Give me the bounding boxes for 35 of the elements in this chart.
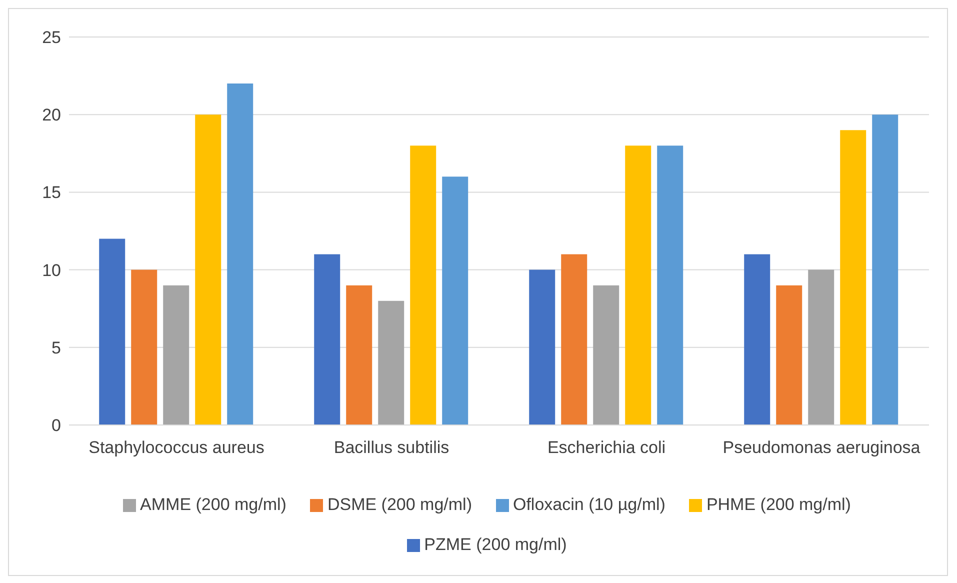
bar xyxy=(442,176,468,425)
y-tick-label: 10 xyxy=(42,260,61,280)
bar xyxy=(346,285,372,425)
bar xyxy=(314,254,340,425)
bar xyxy=(776,285,802,425)
bar xyxy=(163,285,190,425)
y-tick-label: 25 xyxy=(42,28,61,48)
bar xyxy=(195,114,222,425)
legend-label: Ofloxacin (10 µg/ml) xyxy=(512,495,666,514)
x-tick-label: Staphylococcus aureus xyxy=(88,438,264,458)
y-tick-label: 20 xyxy=(42,106,61,125)
legend-label: DSME (200 mg/ml) xyxy=(327,495,472,514)
legend-label: PZME (200 mg/ml) xyxy=(424,535,567,554)
bar xyxy=(625,146,652,425)
legend-label: AMME (200 mg/ml) xyxy=(140,495,286,514)
bar xyxy=(99,238,126,425)
bar xyxy=(840,130,866,425)
x-tick-label: Escherichia coli xyxy=(547,438,666,458)
x-tick-label: Pseudomonas aeruginosa xyxy=(722,438,921,458)
bar xyxy=(378,300,404,425)
y-tick-label: 5 xyxy=(52,338,61,358)
legend-label: PHME (200 mg/ml) xyxy=(706,495,851,514)
y-tick-label: 0 xyxy=(52,416,61,436)
y-tick-label: 15 xyxy=(42,183,61,202)
bar xyxy=(529,270,556,425)
bar xyxy=(561,254,588,425)
bar xyxy=(227,84,254,425)
bar xyxy=(657,146,684,425)
bar xyxy=(808,270,834,425)
bar xyxy=(593,285,620,425)
bar xyxy=(744,254,770,425)
bar xyxy=(131,270,158,425)
x-tick-label: Bacillus subtilis xyxy=(334,438,450,458)
bar xyxy=(410,146,436,425)
bar xyxy=(872,114,898,425)
